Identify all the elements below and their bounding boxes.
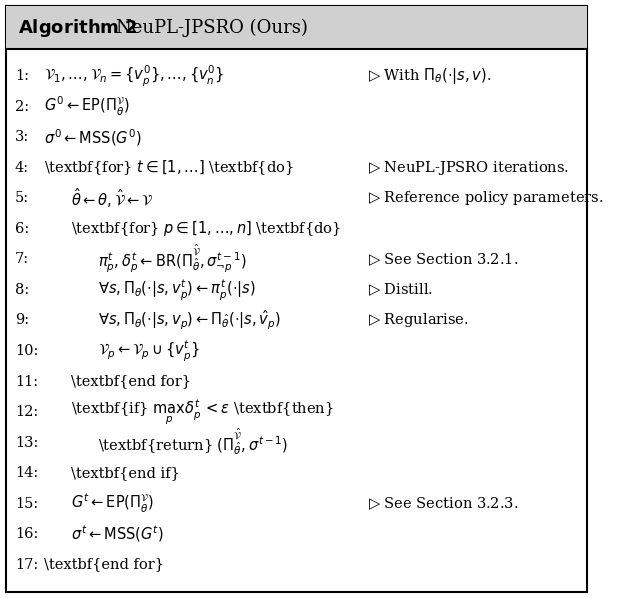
Text: 2:: 2: <box>15 100 29 114</box>
Text: NeuPL-JPSRO (Ours): NeuPL-JPSRO (Ours) <box>116 19 308 36</box>
Text: $\mathcal{V}_1, \ldots, \mathcal{V}_n = \{v_p^0\}, \ldots, \{v_n^0\}$: $\mathcal{V}_1, \ldots, \mathcal{V}_n = … <box>45 64 225 89</box>
FancyBboxPatch shape <box>6 6 587 592</box>
Text: $\sigma^0 \leftarrow \mathrm{MSS}(G^0)$: $\sigma^0 \leftarrow \mathrm{MSS}(G^0)$ <box>45 127 142 148</box>
Text: 6:: 6: <box>15 222 29 236</box>
Text: 10:: 10: <box>15 344 38 358</box>
Text: $\sigma^t \leftarrow \mathrm{MSS}(G^t)$: $\sigma^t \leftarrow \mathrm{MSS}(G^t)$ <box>71 524 164 544</box>
Text: 8:: 8: <box>15 283 29 297</box>
Text: 16:: 16: <box>15 527 38 541</box>
Text: 12:: 12: <box>15 405 38 419</box>
Text: 5:: 5: <box>15 191 29 206</box>
Text: \textbf{for} $p \in [1, \ldots, n]$ \textbf{do}: \textbf{for} $p \in [1, \ldots, n]$ \tex… <box>71 219 341 239</box>
Text: $G^0 \leftarrow \mathrm{EP}(\Pi_\theta^{\mathcal{V}})$: $G^0 \leftarrow \mathrm{EP}(\Pi_\theta^{… <box>45 95 130 118</box>
Text: $\triangleright$ NeuPL-JPSRO iterations.: $\triangleright$ NeuPL-JPSRO iterations. <box>368 159 569 177</box>
Text: $\triangleright$ With $\Pi_\theta(\cdot|s, v)$.: $\triangleright$ With $\Pi_\theta(\cdot|… <box>368 66 491 86</box>
Text: 4:: 4: <box>15 161 29 175</box>
Text: \textbf{end if}: \textbf{end if} <box>71 466 180 480</box>
Text: 9:: 9: <box>15 313 29 328</box>
Text: 11:: 11: <box>15 374 38 389</box>
Text: \textbf{for} $t \in [1, \ldots]$ \textbf{do}: \textbf{for} $t \in [1, \ldots]$ \textbf… <box>45 158 294 177</box>
Text: $\triangleright$ Distill.: $\triangleright$ Distill. <box>368 282 433 298</box>
Text: 14:: 14: <box>15 466 38 480</box>
Text: 3:: 3: <box>15 130 29 144</box>
Text: 7:: 7: <box>15 252 29 267</box>
FancyBboxPatch shape <box>6 6 587 49</box>
Text: $G^t \leftarrow \mathrm{EP}(\Pi_\theta^{\mathcal{V}})$: $G^t \leftarrow \mathrm{EP}(\Pi_\theta^{… <box>71 492 154 515</box>
Text: $\triangleright$ See Section 3.2.3.: $\triangleright$ See Section 3.2.3. <box>368 495 518 512</box>
Text: \textbf{return} $(\Pi_{\hat{\theta}}^{\hat{\mathcal{V}}}, \sigma^{t-1})$: \textbf{return} $(\Pi_{\hat{\theta}}^{\h… <box>98 427 288 458</box>
Text: 15:: 15: <box>15 496 38 511</box>
Text: $\mathcal{V}_p \leftarrow \mathcal{V}_p \cup \{v_p^t\}$: $\mathcal{V}_p \leftarrow \mathcal{V}_p … <box>98 338 200 364</box>
Text: 13:: 13: <box>15 435 38 450</box>
Text: 1:: 1: <box>15 69 29 83</box>
Text: $\forall s, \Pi_\theta(\cdot|s, v_p^t) \leftarrow \pi_p^t(\cdot|s)$: $\forall s, \Pi_\theta(\cdot|s, v_p^t) \… <box>98 277 255 303</box>
Text: \textbf{end for}: \textbf{end for} <box>45 557 164 572</box>
Text: $\forall s, \Pi_\theta(\cdot|s, v_p) \leftarrow \Pi_{\hat{\theta}}(\cdot|s, \hat: $\forall s, \Pi_\theta(\cdot|s, v_p) \le… <box>98 309 281 332</box>
Text: $\triangleright$ Regularise.: $\triangleright$ Regularise. <box>368 312 468 329</box>
Text: $\triangleright$ See Section 3.2.1.: $\triangleright$ See Section 3.2.1. <box>368 251 518 268</box>
Text: \textbf{end for}: \textbf{end for} <box>71 374 191 389</box>
Text: $\pi_p^t, \delta_p^t \leftarrow \mathrm{BR}(\Pi_{\hat{\theta}}^{\hat{\mathcal{V}: $\pi_p^t, \delta_p^t \leftarrow \mathrm{… <box>98 243 246 276</box>
Text: 17:: 17: <box>15 557 38 572</box>
Text: $\hat{\theta} \leftarrow \theta, \hat{\mathcal{V}} \leftarrow \mathcal{V}$: $\hat{\theta} \leftarrow \theta, \hat{\m… <box>71 187 154 210</box>
Text: $\bf{Algorithm\ 2}$: $\bf{Algorithm\ 2}$ <box>18 17 137 38</box>
Text: \textbf{if} $\max_p \delta_p^t < \epsilon$ \textbf{then}: \textbf{if} $\max_p \delta_p^t < \epsilo… <box>71 397 334 427</box>
Text: $\triangleright$ Reference policy parameters.: $\triangleright$ Reference policy parame… <box>368 190 603 208</box>
